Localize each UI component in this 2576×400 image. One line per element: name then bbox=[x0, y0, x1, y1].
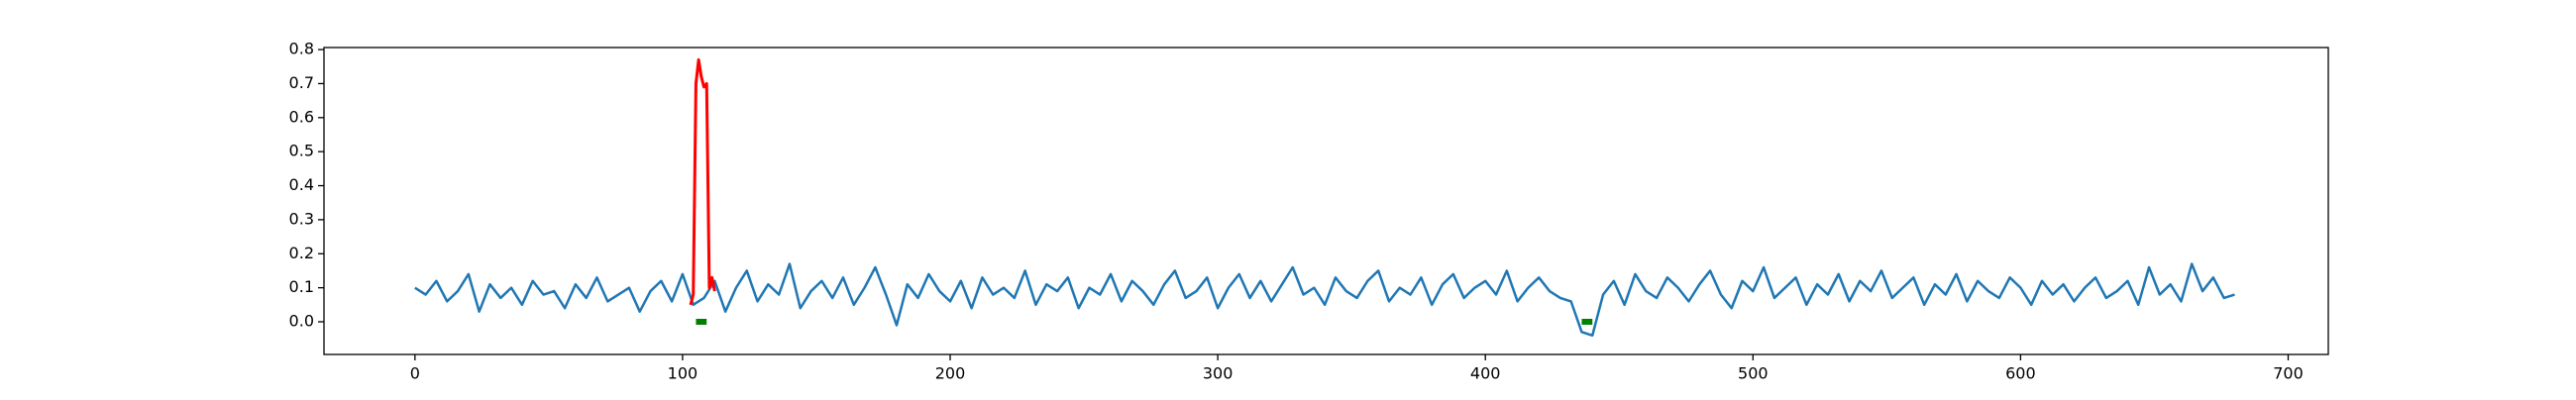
x-tick-label: 300 bbox=[1203, 364, 1234, 383]
y-tick-label: 0.2 bbox=[289, 244, 314, 262]
x-tick-label: 500 bbox=[1738, 364, 1769, 383]
y-tick-label: 0.1 bbox=[289, 277, 314, 296]
x-tick-label: 200 bbox=[935, 364, 966, 383]
x-tick-label: 0 bbox=[410, 364, 420, 383]
y-tick-label: 0.5 bbox=[289, 142, 314, 160]
y-tick-label: 0.6 bbox=[289, 107, 314, 126]
x-tick-label: 700 bbox=[2273, 364, 2304, 383]
x-tick-label: 100 bbox=[668, 364, 698, 383]
data-line bbox=[414, 262, 2235, 338]
x-tick-label: 600 bbox=[2005, 364, 2036, 383]
y-tick-label: 0.4 bbox=[289, 175, 314, 194]
data-line bbox=[689, 57, 716, 306]
y-tick-label: 0.0 bbox=[289, 312, 314, 331]
y-tick-label: 0.3 bbox=[289, 209, 314, 228]
y-tick-label: 0.8 bbox=[289, 40, 314, 58]
y-tick-label: 0.7 bbox=[289, 73, 314, 92]
x-tick-label: 400 bbox=[1470, 364, 1501, 383]
plot-frame bbox=[323, 47, 2329, 355]
